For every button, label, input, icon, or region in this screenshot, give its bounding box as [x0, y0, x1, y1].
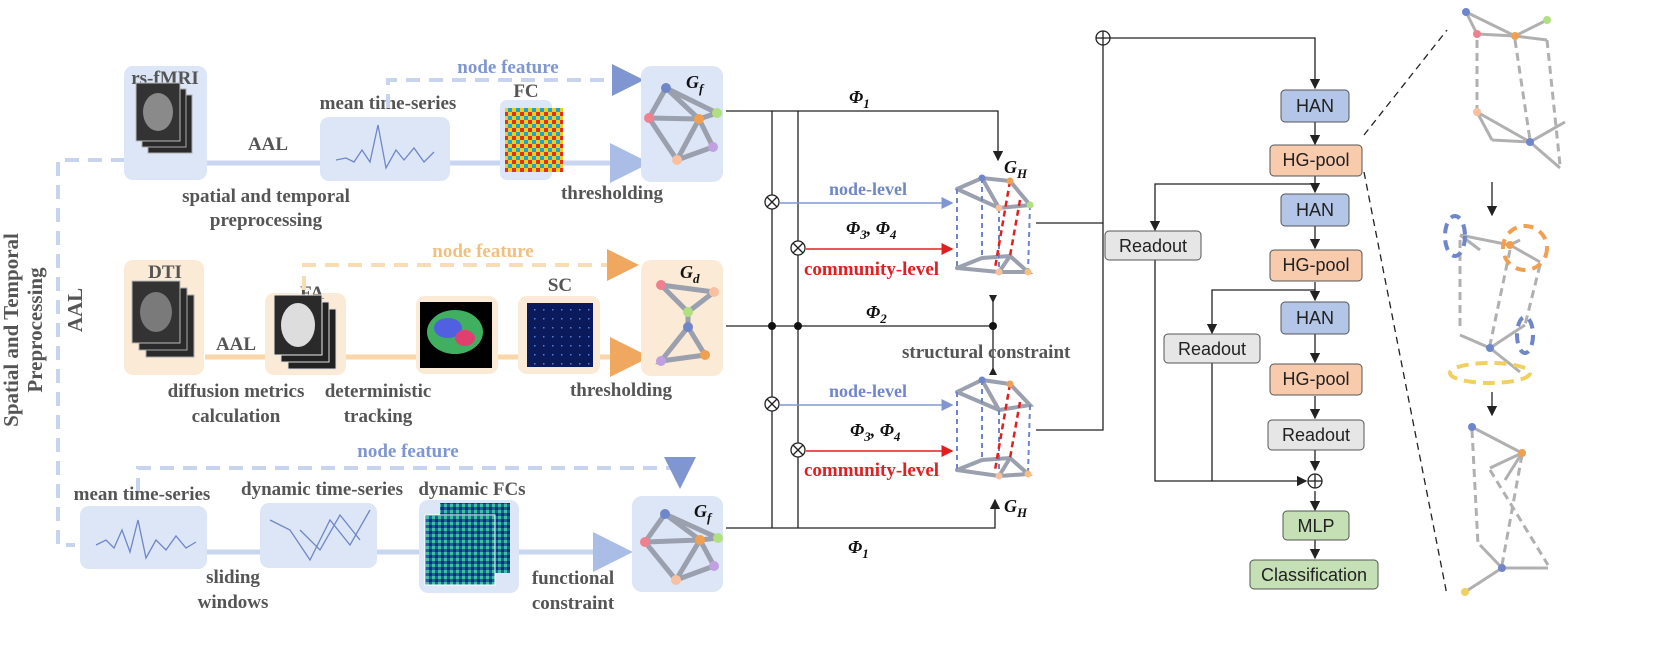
- pipeline: HAN HG-pool HAN HG-pool HAN HG-pool Read…: [1104, 89, 1379, 590]
- ghh-hypergraph: GH: [955, 376, 1035, 520]
- func-label-2: constraint: [532, 593, 615, 614]
- community-level-label-1: community-level: [804, 259, 939, 280]
- dti-label: DTI: [148, 262, 182, 283]
- classification-label: Classification: [1261, 565, 1367, 585]
- rotated-label-line1: Spatial and Temporal: [0, 233, 23, 427]
- left-side-label: Spatial and Temporal Preprocessing AAL: [0, 233, 87, 427]
- fc-label: FC: [513, 81, 538, 102]
- phih1-label: Φ1: [848, 537, 869, 561]
- readout-label-2: Readout: [1178, 339, 1246, 359]
- hgpool-label-1: HG-pool: [1282, 150, 1349, 170]
- gh-hypergraph: GH: [955, 157, 1034, 276]
- mlp-box: [1282, 510, 1350, 541]
- mean-ts-panel-bot: [80, 506, 207, 569]
- node-feature-label-3: node feature: [357, 441, 459, 462]
- dti-brain-icon: [140, 292, 172, 332]
- mlp-label: MLP: [1297, 516, 1334, 536]
- han-label-1: HAN: [1296, 96, 1334, 116]
- thresholding-label-2: thresholding: [570, 380, 673, 401]
- row-fmri: rs-fMRI AAL mean time-series FC threshol…: [124, 57, 723, 231]
- ghf-label: Gf: [694, 501, 713, 525]
- han-box-1: [1280, 89, 1350, 123]
- phi2-label: Φ2: [866, 302, 887, 326]
- node-feature-label-2: node feature: [432, 241, 534, 262]
- phih34-label: Φ3, Φ4: [850, 420, 901, 444]
- readout-box-1: [1104, 230, 1202, 261]
- readout-box-3: [1267, 419, 1365, 451]
- gh-label: GH: [1004, 157, 1028, 181]
- brain-scan-icon: [143, 93, 173, 131]
- dyn-ts-icon: [269, 509, 371, 562]
- aal-label-1: AAL: [248, 134, 288, 155]
- dyn-fc-front: [424, 514, 496, 586]
- hgpool-box-2: [1269, 249, 1363, 282]
- row-dynamic: node feature mean time-series dynamic ti…: [74, 441, 723, 614]
- mean-ts-label-bot: mean time-series: [74, 484, 211, 505]
- spatial-label-2: preprocessing: [210, 210, 323, 231]
- phi34-label: Φ3, Φ4: [846, 218, 897, 242]
- han-label-3: HAN: [1296, 308, 1334, 328]
- time-series-icon: [335, 124, 435, 170]
- han-box-2: [1280, 193, 1350, 227]
- diff-label-1: diffusion metrics: [168, 381, 305, 402]
- sc-matrix: [527, 303, 593, 367]
- fc-heatmap: [505, 108, 563, 172]
- node-feature-dashed-2: [302, 249, 639, 290]
- structural-constraint-label: structural constraint: [902, 342, 1071, 363]
- zoom-line-bottom: [1363, 171, 1448, 596]
- diff-label-2: calculation: [192, 406, 281, 427]
- time-series-icon-bot: [95, 519, 197, 560]
- han-box-3: [1280, 301, 1350, 335]
- det-label-1: deterministic: [325, 381, 432, 402]
- zoom-line-top: [1363, 29, 1448, 136]
- readout-label-1: Readout: [1119, 236, 1187, 256]
- gd-graph-icon: [655, 282, 717, 365]
- readout-label-3: Readout: [1282, 425, 1350, 445]
- node-level-label-1: node-level: [829, 179, 907, 199]
- row-dti: DTI AAL FA node feature SC thresholding …: [124, 241, 723, 427]
- mean-ts-panel-top: [320, 117, 450, 181]
- hgpool-label-3: HG-pool: [1282, 369, 1349, 389]
- ghh-label: GH: [1004, 496, 1028, 520]
- node-level-label-2: node-level: [829, 381, 907, 401]
- community-level-label-2: community-level: [804, 460, 939, 481]
- det-label-2: tracking: [344, 406, 413, 427]
- readout-box-2: [1163, 333, 1261, 364]
- hgpool-label-2: HG-pool: [1282, 255, 1349, 275]
- han-label-2: HAN: [1296, 200, 1334, 220]
- rotated-label-line2: Preprocessing: [23, 267, 47, 393]
- node-feature-label-1: node feature: [457, 57, 559, 78]
- sc-label: SC: [548, 275, 572, 296]
- dyn-fcs-label: dynamic FCs: [418, 479, 525, 500]
- dyn-ts-label: dynamic time-series: [241, 479, 403, 500]
- phi1-label: Φ1: [849, 87, 870, 111]
- hgpool-box-1: [1269, 144, 1363, 177]
- otimes-symbols: [764, 194, 806, 458]
- pooling-illustration: [1443, 8, 1566, 596]
- spatial-label-1: spatial and temporal: [182, 186, 350, 207]
- node-feature-dashed-1: [386, 64, 644, 108]
- thresholding-label-1: thresholding: [561, 183, 664, 204]
- gd-label: Gd: [680, 262, 700, 286]
- hgpool-box-3: [1269, 363, 1363, 396]
- ghf-panel: [632, 496, 723, 592]
- oplus-symbols: [1095, 30, 1323, 489]
- func-label-1: functional: [532, 568, 614, 589]
- node-feature-dashed-3: [136, 457, 696, 492]
- dyn-ts-panel: [260, 503, 377, 568]
- aal-side-label: AAL: [63, 288, 87, 332]
- left-dashed-bracket: [56, 158, 125, 547]
- right-connections: [1036, 37, 1321, 560]
- aal-label-2: AAL: [216, 334, 256, 355]
- gf-label: Gf: [686, 72, 705, 96]
- classification-box: [1249, 559, 1379, 590]
- sliding-label-1: sliding: [206, 567, 260, 588]
- fa-brain-icon: [281, 303, 315, 347]
- sliding-label-2: windows: [198, 592, 269, 613]
